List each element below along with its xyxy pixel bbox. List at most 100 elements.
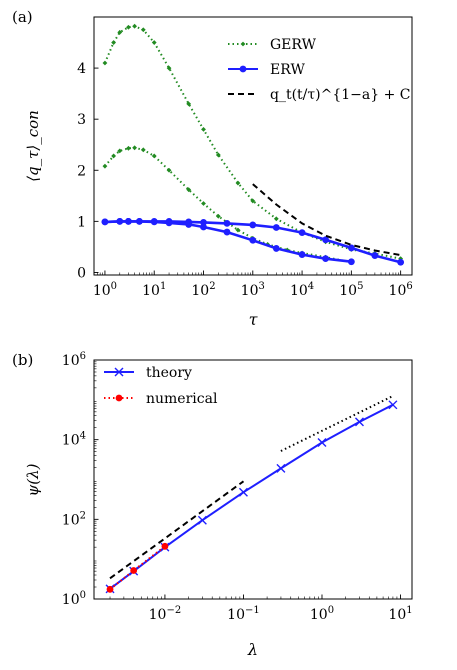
series-line-1 [102,145,354,265]
data-point-stroke-2 [197,515,207,525]
data-point [186,187,192,193]
data-point [166,167,172,173]
legend-item: ERW [228,62,305,78]
data-point [249,221,257,229]
data-point [235,180,241,186]
data-point [151,153,157,159]
data-point [132,145,138,151]
data-point [272,224,280,231]
data-point [186,101,192,107]
series-theory [105,400,398,594]
x-axis-label: λ [247,640,258,659]
panel-b: 10−2 10−1 100 101 100 102 104 106 (b) λ ψ(λ) theory… [12,351,413,659]
series-line [104,220,352,263]
data-point [111,40,117,45]
data-point [102,163,108,169]
data-point [150,218,158,226]
x-tick-label: 100 [310,605,334,623]
legend-marker-stroke-2 [114,367,124,377]
y-axis-label: ψ(λ) [24,463,42,496]
series-line [280,395,394,452]
data-point [238,487,248,497]
x-tick-label: 10−2 [149,605,182,623]
series-line-3 [280,395,394,452]
data-point [397,258,405,266]
y-tick-label: 4 [77,61,86,77]
y-tick-label: 3 [77,112,86,128]
series-line [252,183,401,257]
data-point [165,219,173,227]
legend-label: GERW [270,37,317,53]
x-tick-label: 106 [389,281,413,299]
x-axis-label: τ [249,310,259,329]
y-tick-label: 0 [77,265,86,281]
data-point [322,236,329,244]
panel-a: 100 101 102 103 104 105 106 0 1 2 3 4 (a) τ ⟨q_τ⟩_con G… [12,8,413,329]
data-point [161,542,169,550]
y-tick-label: 106 [62,351,86,369]
data-point [235,227,241,233]
data-point [317,437,327,447]
panel-label: (a) [12,8,33,26]
data-point [140,27,146,33]
data-point [223,228,231,236]
y-tick-label: 104 [62,431,86,449]
x-tick-label: 100 [93,281,117,299]
data-point [140,147,146,153]
x-tick-label: 104 [290,281,314,299]
legend-marker [240,41,246,47]
data-point [273,216,279,222]
data-point [117,148,123,154]
x-tick-label: 102 [191,281,215,299]
y-axis-label: ⟨q_τ⟩_con [24,110,42,182]
data-point [117,29,123,35]
data-point [201,201,206,206]
legend-item: q_t(t/τ)^{1−a} + C [228,87,410,103]
data-point [166,65,172,71]
y-tick-label: 100 [62,590,86,608]
data-point [371,252,379,259]
x-tick-label: 101 [388,605,412,623]
series-line [104,146,352,264]
data-point [132,23,138,29]
data-point [354,417,364,427]
data-point [276,463,286,473]
series-line [109,545,166,591]
data-point-stroke-2 [317,437,327,447]
legend-label: theory [146,365,192,381]
legend: theory numerical [104,365,218,407]
data-point [185,221,193,228]
data-point [102,60,108,66]
series-numerical [106,542,169,593]
data-point [197,515,207,525]
legend-label: q_t(t/τ)^{1−a} + C [270,87,410,103]
series-line-2 [109,480,245,580]
data-point [298,229,306,236]
y-tick-label: 1 [77,214,86,230]
data-point [101,218,109,226]
x-tick-label: 105 [339,281,363,299]
y-tick-label: 102 [62,510,86,528]
data-point [201,126,206,132]
x-tick-label: 101 [142,281,166,299]
legend-marker [114,367,124,377]
data-point [250,198,256,204]
data-point [215,213,221,219]
data-point [130,567,138,574]
data-point-stroke-2 [388,400,398,410]
data-point [298,251,306,258]
data-point [347,258,355,266]
legend: GERW ERW q_t(t/τ)^{1−a} + C [228,37,410,103]
legend-marker [115,394,123,402]
data-point [126,145,131,151]
data-point [200,223,207,231]
data-point [135,217,143,225]
data-point-stroke-2 [238,487,248,497]
plot-frame [93,359,413,600]
data-point-stroke-2 [276,463,286,473]
data-point [116,217,124,225]
data-point-stroke-2 [354,417,364,427]
data-point [347,244,355,252]
legend-item: numerical [104,391,218,407]
